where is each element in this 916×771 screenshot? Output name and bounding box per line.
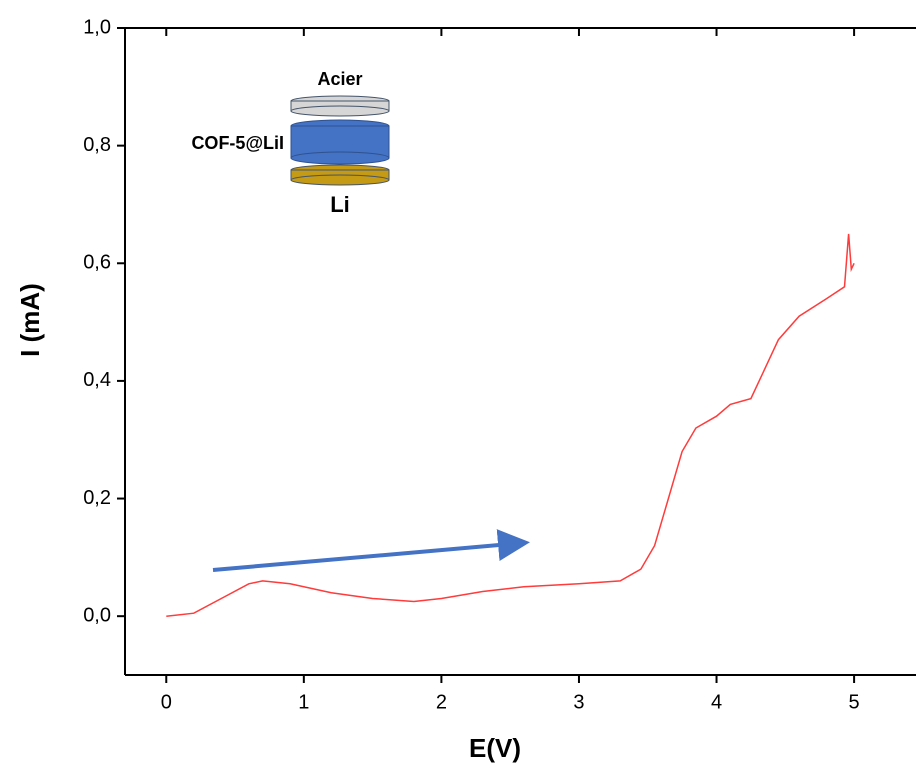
y-tick-label: 0,4 (83, 369, 111, 391)
x-axis-title: E(V) (469, 733, 521, 763)
annotation: COF-5@LiI (191, 133, 284, 153)
data-line (166, 233, 855, 617)
x-tick-label: 4 (711, 691, 722, 713)
y-axis-title: I (mA) (15, 283, 45, 357)
x-tick-label: 2 (436, 691, 447, 713)
arrow (212, 529, 530, 572)
cell-diagram (290, 95, 390, 186)
y-tick-label: 0,8 (83, 134, 111, 156)
x-tick-label: 1 (298, 691, 309, 713)
annotation: Li (330, 192, 350, 217)
x-tick-label: 3 (573, 691, 584, 713)
x-tick-label: 5 (849, 691, 860, 713)
y-tick-label: 1,0 (83, 16, 111, 38)
y-tick-label: 0,0 (83, 604, 111, 626)
x-tick-label: 0 (161, 691, 172, 713)
y-tick-label: 0,2 (83, 487, 111, 509)
annotation: Acier (317, 69, 362, 89)
y-tick-label: 0,6 (83, 252, 111, 274)
